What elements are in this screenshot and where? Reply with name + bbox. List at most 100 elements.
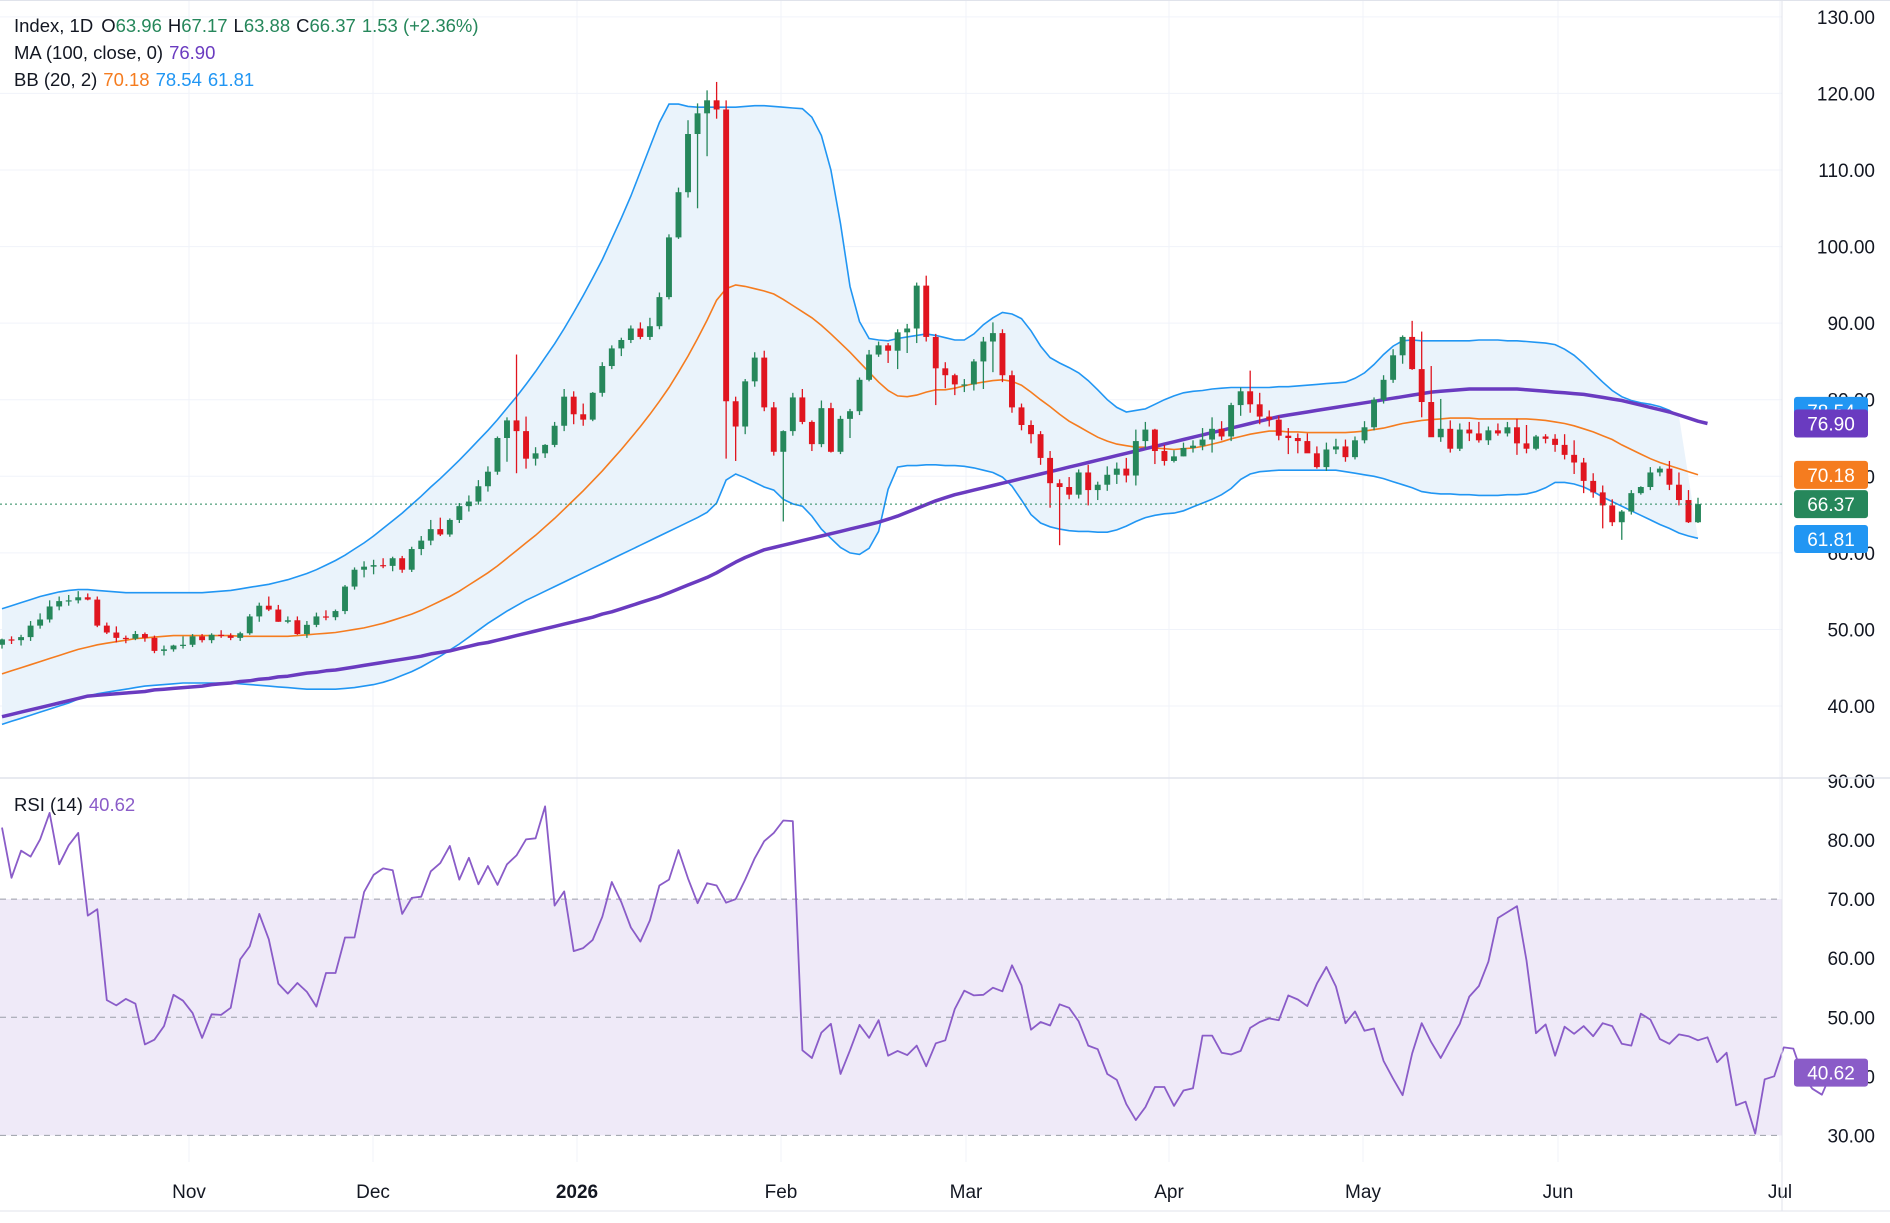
candle: [723, 100, 730, 459]
candle-body: [627, 328, 634, 340]
candle: [218, 630, 225, 638]
candle: [561, 389, 568, 432]
candle: [713, 81, 720, 119]
candle: [608, 345, 615, 370]
candle-body: [580, 414, 587, 420]
time-tick-label: Apr: [1154, 1182, 1184, 1203]
bb-legend[interactable]: BB (20, 2) 70.18 78.54 61.81: [14, 67, 260, 93]
candle-body: [599, 366, 606, 393]
candlestick-series[interactable]: [0, 81, 1701, 656]
candle-body: [37, 619, 44, 626]
candle-body: [656, 297, 663, 327]
candle: [1599, 485, 1606, 529]
candle: [1209, 417, 1216, 453]
candle: [570, 391, 577, 425]
candle: [1409, 320, 1416, 370]
candle: [437, 517, 444, 537]
rsi-label: RSI (14): [14, 794, 83, 815]
candle: [237, 631, 244, 641]
rsi-overbought-oversold-band: [0, 898, 1782, 1136]
candle-body: [637, 328, 644, 337]
candle-body: [199, 636, 206, 641]
time-tick-label: 2026: [556, 1182, 598, 1203]
candle-body: [370, 565, 377, 567]
candle: [323, 610, 329, 621]
candle-body: [1656, 468, 1663, 473]
price-tick-label: 100.00: [1817, 238, 1875, 259]
candle-body: [723, 109, 730, 402]
candle: [1475, 421, 1482, 443]
candle: [1180, 442, 1187, 457]
candle: [1075, 469, 1082, 499]
candle-body: [1009, 375, 1015, 408]
candle: [75, 591, 82, 604]
candle: [532, 447, 539, 466]
candle: [27, 621, 34, 641]
bb-lower-badge: 61.81: [1794, 525, 1868, 554]
candle: [446, 518, 453, 537]
candle-body: [761, 357, 768, 408]
low-value: 63.88: [243, 15, 291, 36]
main-legend: Index, 1D O63.96 H67.17 L63.88 C66.37 1.53 (+…: [14, 13, 485, 39]
candle-body: [1104, 474, 1111, 485]
candle-body: [1685, 500, 1692, 523]
candle-body: [151, 637, 158, 651]
candle-body: [1523, 443, 1530, 449]
rsi-legend[interactable]: RSI (14) 40.62: [14, 792, 141, 818]
candle: [1371, 397, 1377, 431]
symbol-label[interactable]: Index, 1D: [14, 15, 94, 36]
candle-body: [923, 285, 930, 337]
candle-body: [1599, 492, 1606, 506]
candle: [1228, 402, 1235, 442]
candle-body: [180, 644, 186, 646]
candle-body: [780, 431, 787, 452]
candle: [351, 567, 358, 590]
candle: [1675, 472, 1682, 506]
ma-badge-text: 76.90: [1807, 414, 1855, 435]
candle: [113, 626, 120, 643]
candle: [1504, 421, 1511, 437]
candle-body: [342, 586, 348, 612]
candle-body: [465, 501, 472, 507]
candle: [141, 632, 148, 642]
candle: [484, 466, 491, 492]
candle: [618, 337, 625, 357]
candle-body: [523, 431, 529, 459]
candle-body: [1418, 369, 1425, 403]
candle: [551, 421, 558, 448]
candle-body: [408, 549, 415, 570]
candle: [37, 613, 44, 629]
candle: [1304, 433, 1311, 454]
bb-upper-value: 78.54: [155, 69, 202, 90]
candle: [818, 400, 825, 448]
candle-body: [389, 558, 396, 566]
candle: [265, 596, 272, 612]
bb-label: BB (20, 2): [14, 69, 98, 90]
candle: [465, 495, 472, 512]
candle-body: [351, 569, 358, 587]
candle: [1047, 451, 1054, 508]
candle-body: [675, 192, 682, 238]
candle-body: [970, 361, 977, 385]
candle: [961, 379, 968, 393]
candle: [227, 633, 234, 641]
candle: [332, 609, 339, 621]
candle: [1418, 331, 1425, 418]
candle-body: [1342, 446, 1349, 458]
ma-value: 76.90: [169, 42, 216, 63]
candle-body: [1047, 457, 1054, 484]
ma-legend[interactable]: MA (100, close, 0) 76.90: [14, 40, 221, 66]
candle: [980, 336, 987, 389]
candle: [1637, 486, 1644, 495]
candle: [504, 417, 510, 462]
candle: [894, 329, 901, 370]
time-tick-label: Dec: [356, 1182, 390, 1203]
candle: [580, 403, 587, 426]
candle: [342, 585, 348, 615]
candle: [1332, 438, 1339, 455]
candle-body: [1590, 480, 1597, 493]
candle: [742, 379, 749, 435]
candle-body: [1666, 468, 1673, 485]
candle: [751, 352, 758, 387]
